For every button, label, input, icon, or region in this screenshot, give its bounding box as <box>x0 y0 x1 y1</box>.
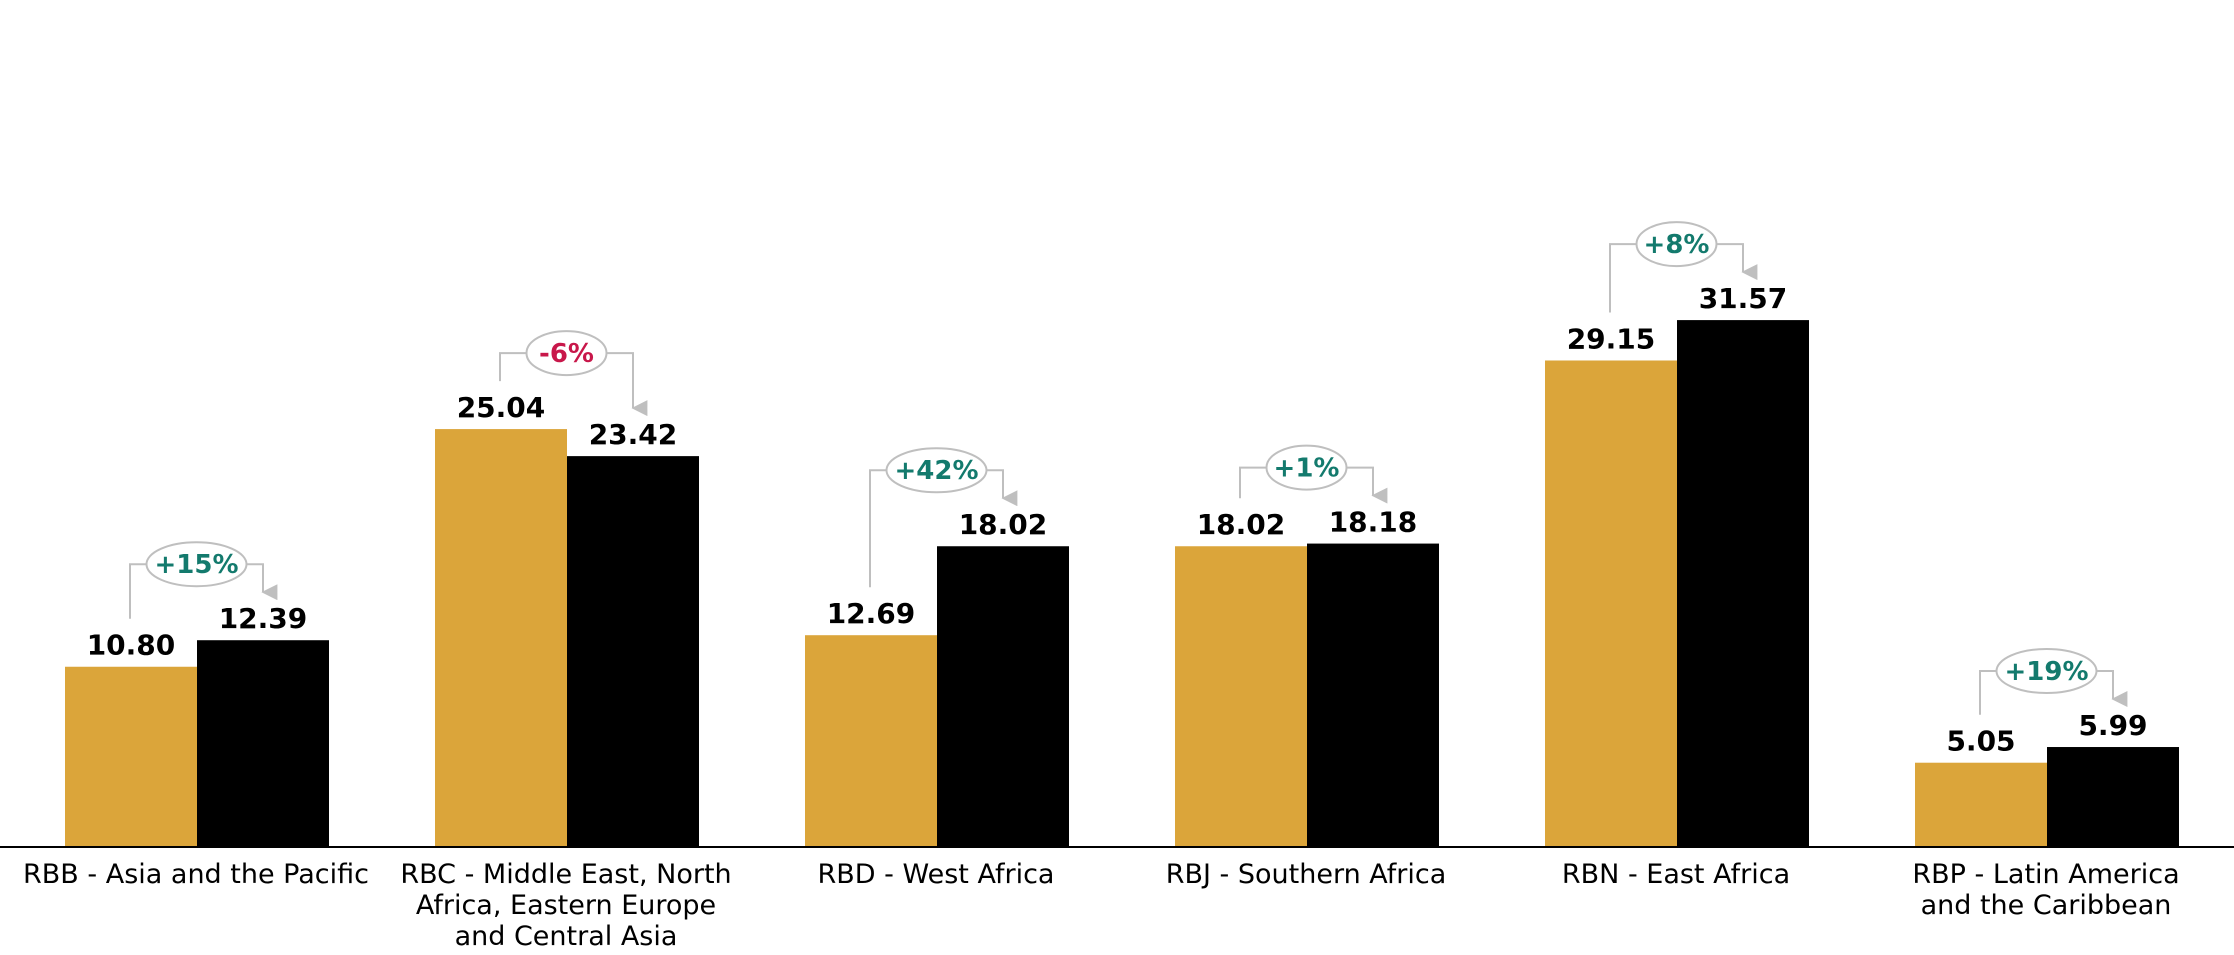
change-label: +8% <box>1644 230 1710 260</box>
data-label: 29.15 <box>1567 322 1656 355</box>
change-badge <box>145 541 248 588</box>
change-badge <box>1995 648 2098 695</box>
bar-series2 <box>1677 320 1809 848</box>
change-label: -6% <box>539 339 594 369</box>
data-label: 5.05 <box>1946 725 2015 758</box>
change-connector-arrow <box>986 469 1018 507</box>
category-label: Africa, Eastern Europe <box>416 890 716 921</box>
change-badge <box>525 330 608 377</box>
category-label: RBJ - Southern Africa <box>1166 859 1447 890</box>
data-label: 12.39 <box>219 602 308 635</box>
category-label: RBB - Asia and the Pacific <box>23 859 369 890</box>
bar-series1 <box>1545 360 1677 847</box>
category-label: RBP - Latin America <box>1912 859 2179 890</box>
data-label: 25.04 <box>457 391 546 424</box>
bar-series1 <box>435 429 567 847</box>
data-label: 23.42 <box>589 418 678 451</box>
bar-series1 <box>65 666 197 847</box>
change-label: +42% <box>894 456 978 486</box>
category-label: RBD - West Africa <box>818 859 1055 890</box>
bar-series2 <box>1307 543 1439 847</box>
data-label: 10.80 <box>87 629 176 662</box>
change-connector <box>1979 670 1997 715</box>
change-badge <box>885 447 988 494</box>
change-label: +15% <box>154 550 238 580</box>
bar-series2 <box>197 640 329 847</box>
data-label: 5.99 <box>2078 709 2147 742</box>
data-label: 18.02 <box>959 508 1048 541</box>
data-label: 12.69 <box>827 597 916 630</box>
bar-series1 <box>1175 546 1307 847</box>
change-label: +1% <box>1274 454 1340 484</box>
change-connector-arrow <box>606 352 648 417</box>
change-badge <box>1635 221 1718 268</box>
change-connector-arrow <box>1716 243 1758 281</box>
change-label: +19% <box>2004 657 2088 687</box>
category-label: RBC - Middle East, North <box>400 859 731 890</box>
change-connector <box>499 352 527 382</box>
category-label: and Central Asia <box>455 921 678 950</box>
bar-series2 <box>937 546 1069 847</box>
category-label: and the Caribbean <box>1921 890 2172 921</box>
change-connector-arrow <box>246 563 278 601</box>
change-connector-arrow <box>2096 670 2128 708</box>
change-connector <box>1239 466 1267 499</box>
category-label: RBN - East Africa <box>1562 859 1790 890</box>
bar-series2 <box>2047 747 2179 847</box>
change-connector <box>869 469 887 588</box>
data-label: 18.02 <box>1197 508 1286 541</box>
change-connector <box>1609 243 1637 313</box>
change-connector-arrow <box>1346 466 1388 504</box>
change-badge <box>1265 444 1348 491</box>
change-connector <box>129 563 147 619</box>
data-label: 31.57 <box>1699 282 1788 315</box>
bar-series1 <box>805 635 937 847</box>
data-label: 18.18 <box>1329 506 1418 539</box>
bar-series1 <box>1915 762 2047 847</box>
bar-series2 <box>567 456 699 847</box>
